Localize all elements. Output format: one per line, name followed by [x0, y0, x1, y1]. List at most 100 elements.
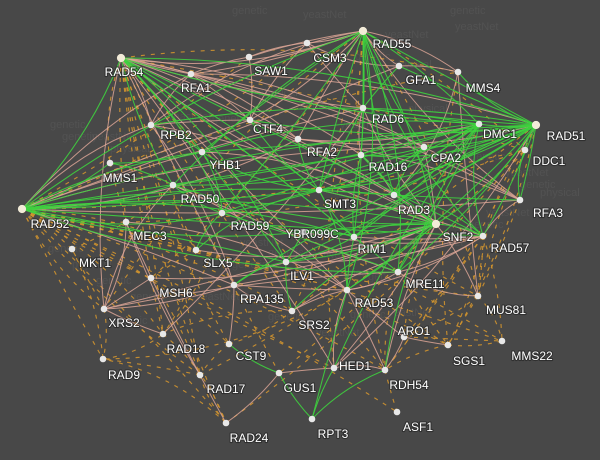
watermark-label: genetic — [268, 247, 304, 259]
node-rpb2[interactable] — [147, 121, 155, 129]
node-rad55[interactable] — [358, 26, 368, 36]
node-hed1[interactable] — [330, 364, 338, 372]
node-mms22[interactable] — [498, 337, 506, 345]
node-rad9[interactable] — [99, 355, 107, 363]
node-rim1[interactable] — [350, 233, 358, 241]
edge-coexpression — [195, 212, 223, 251]
node-label-rfa2: RFA2 — [307, 145, 337, 159]
edge-coexpression — [362, 65, 400, 109]
node-rfa1[interactable] — [187, 70, 195, 78]
edge-coexpression — [393, 123, 480, 196]
node-label-gfa1: GFA1 — [406, 73, 437, 87]
edge-coexpression — [346, 223, 437, 291]
edge-genetic — [102, 358, 227, 424]
node-gfa1[interactable] — [395, 62, 403, 70]
edge-coexpression — [21, 189, 320, 210]
node-yhb1[interactable] — [198, 148, 206, 156]
node-aro1[interactable] — [400, 333, 408, 341]
edge-coexpression — [517, 149, 526, 201]
node-mec3[interactable] — [122, 218, 130, 226]
node-label-rad3: RAD3 — [398, 203, 430, 217]
edge-coexpression — [201, 124, 537, 153]
node-sgs1[interactable] — [444, 341, 452, 349]
node-ctf4[interactable] — [246, 116, 254, 124]
edge-coexpression — [360, 154, 395, 196]
node-label-mre11: MRE11 — [405, 277, 444, 291]
node-rpa135[interactable] — [230, 281, 238, 289]
edge-coexpression — [221, 124, 537, 214]
node-xrs2[interactable] — [100, 305, 108, 313]
edge-coexpression — [285, 223, 437, 263]
edge-coexpression — [172, 123, 480, 186]
node-rfa2[interactable] — [294, 135, 302, 143]
node-mre11[interactable] — [394, 268, 402, 276]
edge-coexpression — [21, 208, 304, 237]
node-dmc1[interactable] — [475, 120, 483, 128]
node-rad59[interactable] — [218, 209, 226, 217]
node-rad50[interactable] — [169, 181, 177, 189]
node-rad51[interactable] — [531, 120, 541, 130]
edge-coexpression — [302, 124, 537, 233]
node-rad3[interactable] — [390, 191, 398, 199]
node-rad57[interactable] — [479, 232, 487, 240]
node-label-rad17: RAD17 — [207, 382, 246, 396]
edge-genetic — [447, 295, 479, 346]
node-rpt3[interactable] — [308, 415, 316, 423]
node-label-rad54: RAD54 — [105, 65, 144, 79]
node-smt3[interactable] — [315, 186, 323, 194]
node-srs2[interactable] — [288, 307, 296, 315]
edge-coexpression — [423, 123, 480, 148]
watermark-label: genetic — [96, 275, 132, 287]
edge-physical — [103, 308, 164, 335]
node-label-rad59: RAD59 — [231, 219, 270, 233]
edge-physical — [435, 223, 479, 297]
node-cst9[interactable] — [225, 340, 233, 348]
node-rad54[interactable] — [116, 53, 126, 63]
edge-physical — [21, 208, 235, 286]
node-ilv1[interactable] — [282, 258, 290, 266]
edge-coexpression — [362, 30, 395, 196]
node-mus81[interactable] — [474, 292, 482, 300]
edge-coexpression — [473, 123, 484, 237]
edge-physical — [297, 124, 537, 145]
node-mms1[interactable] — [106, 159, 114, 167]
node-rad6[interactable] — [359, 104, 367, 112]
edge-genetic — [357, 30, 386, 371]
node-csm3[interactable] — [303, 39, 311, 47]
node-ybr099c[interactable] — [299, 228, 307, 236]
node-mkt1[interactable] — [68, 245, 76, 253]
node-rad52[interactable] — [17, 204, 27, 214]
node-rad16[interactable] — [357, 151, 365, 159]
node-rfa3[interactable] — [516, 196, 524, 204]
edge-physical — [190, 56, 250, 75]
node-mms4[interactable] — [454, 68, 462, 76]
edge-coexpression — [435, 223, 484, 237]
node-rad18[interactable] — [159, 330, 167, 338]
node-snf2[interactable] — [431, 219, 441, 229]
edge-coexpression — [353, 30, 365, 238]
edge-genetic — [403, 235, 484, 338]
node-rad53[interactable] — [343, 286, 351, 294]
node-rad24[interactable] — [222, 419, 230, 427]
node-asf1[interactable] — [393, 408, 401, 416]
node-slx5[interactable] — [192, 246, 200, 254]
node-ddc1[interactable] — [521, 146, 529, 154]
node-msh6[interactable] — [147, 274, 155, 282]
watermark-label: physical — [408, 103, 448, 115]
edge-genetic — [21, 208, 152, 279]
edge-physical — [190, 73, 251, 121]
edge-coexpression — [482, 124, 537, 237]
edge-coexpression — [21, 154, 362, 210]
node-layer[interactable] — [17, 26, 541, 427]
node-label-rfa1: RFA1 — [181, 81, 211, 95]
node-cpa2[interactable] — [420, 143, 428, 151]
node-gus1[interactable] — [275, 369, 283, 377]
edge-genetic — [125, 149, 526, 223]
node-rdh54[interactable] — [381, 366, 389, 374]
node-rad17[interactable] — [196, 371, 204, 379]
node-saw1[interactable] — [245, 53, 253, 61]
node-label-rad51: RAD51 — [547, 129, 586, 143]
node-label-yhb1: YHB1 — [209, 158, 241, 172]
